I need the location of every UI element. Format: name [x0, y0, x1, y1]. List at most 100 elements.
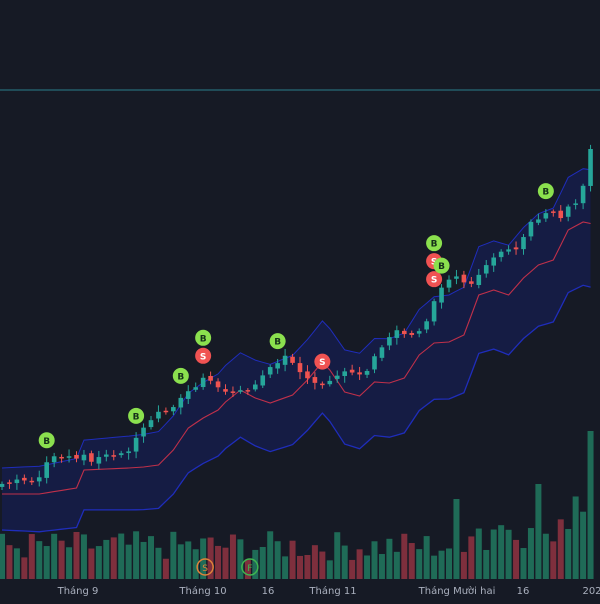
candle-body[interactable]	[379, 347, 385, 358]
candle-body[interactable]	[185, 391, 191, 399]
candle-body[interactable]	[498, 251, 504, 258]
candle-body[interactable]	[282, 355, 288, 365]
candle-body[interactable]	[290, 356, 295, 363]
candle-body[interactable]	[156, 411, 161, 419]
candle-body[interactable]	[260, 375, 266, 386]
candle-body[interactable]	[372, 356, 377, 370]
candle-body[interactable]	[7, 482, 12, 484]
candle-body[interactable]	[476, 274, 482, 286]
candle-body[interactable]	[342, 371, 347, 376]
buy-signal-marker[interactable]	[433, 257, 450, 274]
candle-body[interactable]	[253, 384, 258, 390]
candle-body[interactable]	[275, 363, 280, 369]
candle-body[interactable]	[357, 372, 362, 375]
candle-body[interactable]	[36, 477, 42, 482]
candle-body[interactable]	[215, 381, 221, 388]
candle-body[interactable]	[178, 397, 184, 408]
candle-body[interactable]	[402, 330, 407, 335]
candle-body[interactable]	[416, 331, 422, 334]
candle-body[interactable]	[424, 321, 429, 330]
candle-body[interactable]	[454, 276, 459, 279]
candle-body[interactable]	[148, 420, 154, 428]
candle-body[interactable]	[267, 367, 273, 375]
candle-body[interactable]	[461, 274, 467, 283]
candle-body[interactable]	[469, 281, 474, 284]
volume-bar	[349, 559, 356, 579]
candle-body[interactable]	[74, 454, 79, 459]
candle-body[interactable]	[51, 456, 57, 463]
candle-body[interactable]	[96, 457, 102, 464]
candle-body[interactable]	[349, 369, 355, 373]
candle-body[interactable]	[327, 380, 333, 385]
candle-body[interactable]	[245, 390, 251, 392]
candle-body[interactable]	[59, 456, 64, 459]
sell-signal-marker[interactable]	[426, 271, 443, 288]
buy-signal-label: B	[133, 412, 140, 422]
buy-signal-marker[interactable]	[269, 333, 286, 350]
candle-body[interactable]	[22, 477, 27, 481]
candle-body[interactable]	[0, 483, 5, 487]
buy-signal-marker[interactable]	[426, 235, 443, 252]
candle-body[interactable]	[387, 337, 392, 346]
buy-signal-marker[interactable]	[128, 407, 145, 424]
candle-body[interactable]	[118, 453, 124, 456]
candle-body[interactable]	[506, 249, 511, 252]
candle-body[interactable]	[580, 185, 586, 204]
candle-body[interactable]	[513, 247, 519, 250]
candle-body[interactable]	[439, 287, 444, 303]
candle-body[interactable]	[483, 265, 489, 274]
candle-body[interactable]	[223, 389, 228, 392]
candle-body[interactable]	[536, 219, 541, 223]
candle-body[interactable]	[320, 383, 325, 386]
candle-body[interactable]	[431, 301, 437, 322]
candle-body[interactable]	[133, 437, 139, 452]
candle-body[interactable]	[200, 377, 206, 388]
sell-signal-marker[interactable]	[195, 347, 212, 364]
candle-body[interactable]	[491, 257, 496, 266]
candle-body[interactable]	[558, 210, 564, 219]
candle-body[interactable]	[528, 221, 534, 237]
candle-body[interactable]	[141, 427, 146, 437]
volume-signal-badge[interactable]	[241, 558, 259, 576]
candle-body[interactable]	[89, 453, 94, 462]
candle-body[interactable]	[521, 237, 526, 250]
candle-body[interactable]	[81, 454, 87, 461]
candle-body[interactable]	[104, 454, 109, 457]
buy-signal-marker[interactable]	[537, 183, 554, 200]
candle-body[interactable]	[394, 330, 400, 338]
candle-body[interactable]	[446, 279, 452, 288]
candle-body[interactable]	[588, 149, 593, 186]
volume-bar	[550, 541, 557, 579]
candle-body[interactable]	[163, 410, 169, 413]
candle-body[interactable]	[111, 455, 117, 457]
candle-body[interactable]	[551, 211, 556, 213]
candle-body[interactable]	[312, 377, 318, 383]
candle-body[interactable]	[334, 375, 340, 379]
volume-bar	[565, 528, 572, 579]
candle-body[interactable]	[305, 371, 310, 379]
candle-body[interactable]	[126, 451, 131, 454]
sell-signal-marker[interactable]	[314, 353, 331, 370]
volume-bar	[460, 551, 467, 579]
candle-body[interactable]	[543, 213, 549, 219]
candle-body[interactable]	[573, 203, 578, 205]
volume-signal-badge[interactable]	[196, 558, 214, 576]
candle-body[interactable]	[44, 462, 49, 478]
candle-body[interactable]	[193, 387, 198, 390]
buy-signal-marker[interactable]	[195, 329, 212, 346]
candle-body[interactable]	[565, 206, 571, 217]
buy-signal-marker[interactable]	[172, 367, 189, 384]
candle-body[interactable]	[297, 363, 303, 373]
candle-body[interactable]	[208, 375, 213, 381]
candle-body[interactable]	[14, 479, 20, 484]
candle-body[interactable]	[66, 456, 72, 458]
candle-body[interactable]	[364, 370, 370, 375]
candle-body[interactable]	[230, 391, 236, 393]
buy-signal-marker[interactable]	[38, 432, 55, 449]
candle-body[interactable]	[29, 480, 35, 483]
candle-body[interactable]	[171, 407, 176, 412]
candle-body[interactable]	[238, 390, 243, 392]
candle-body[interactable]	[409, 333, 415, 335]
